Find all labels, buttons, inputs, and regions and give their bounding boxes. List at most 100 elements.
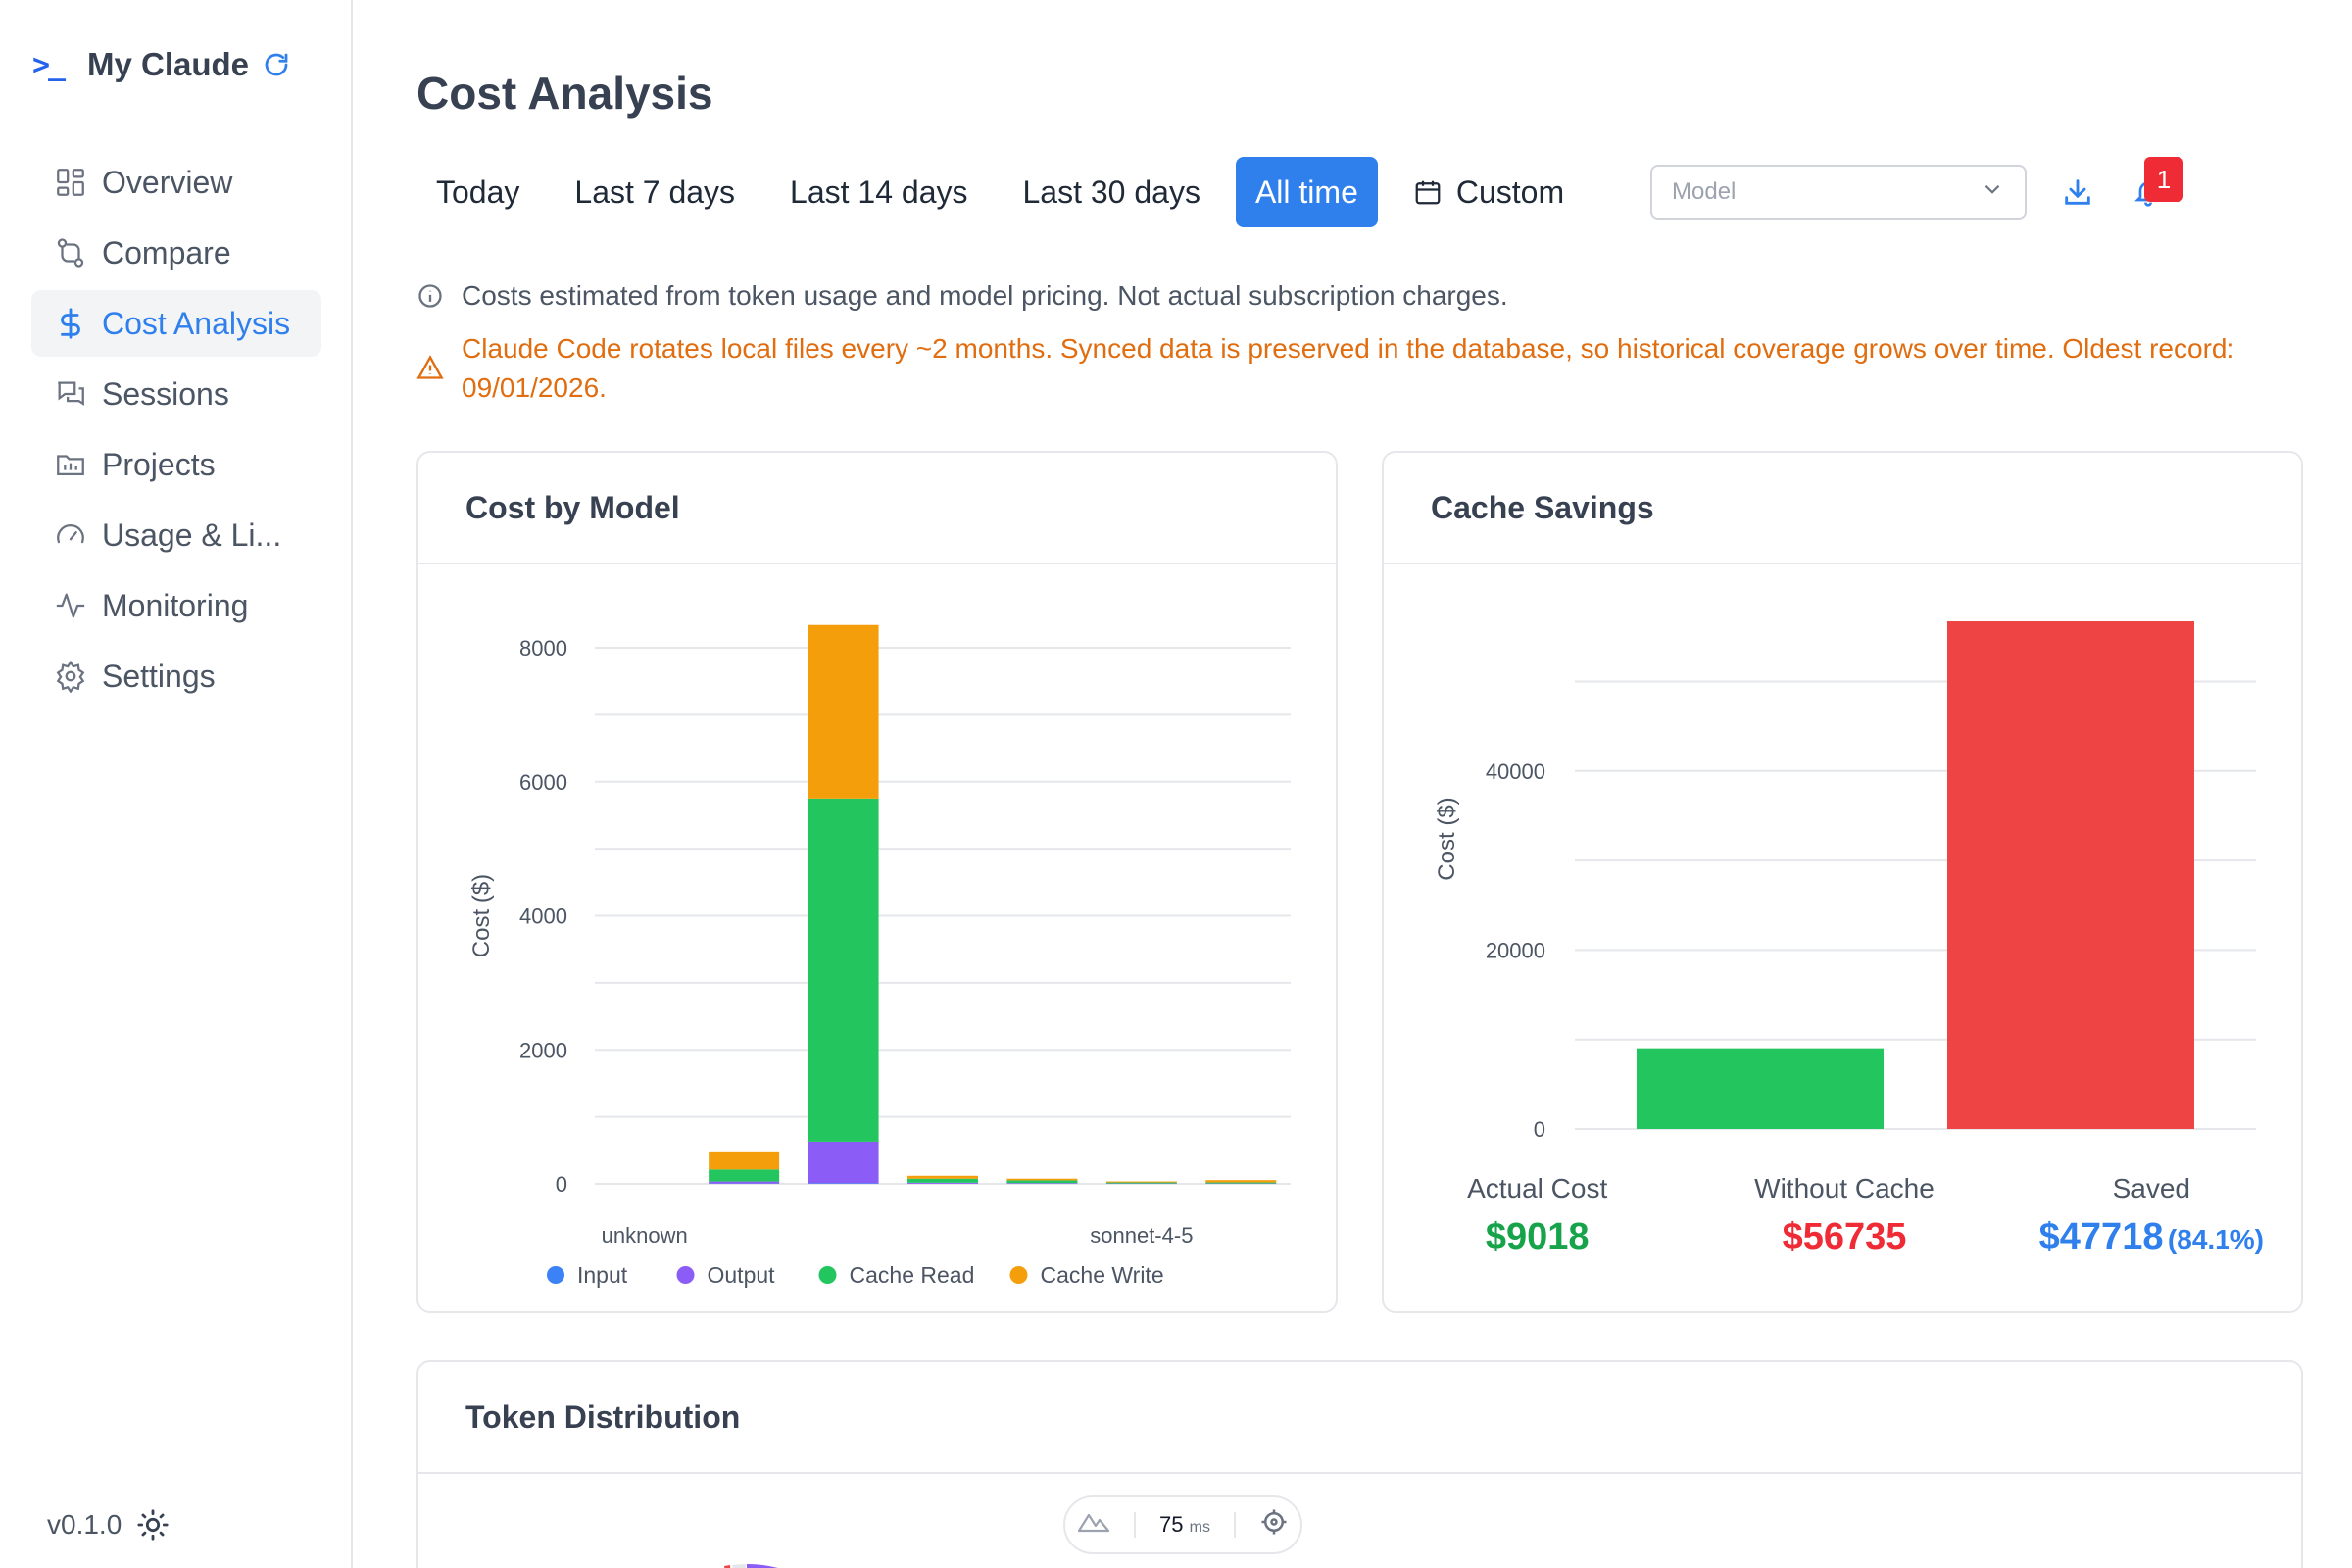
legend-marker <box>1009 1266 1028 1284</box>
warning-note: Claude Code rotates local files every ~2… <box>416 329 2259 408</box>
y-tick-label: 6000 <box>519 770 567 795</box>
custom-label: Custom <box>1455 173 1565 210</box>
sidebar-item-label: Cost Analysis <box>102 305 291 341</box>
filter-today[interactable]: Today <box>436 173 520 210</box>
y-tick-label: 2000 <box>519 1038 567 1062</box>
target-icon[interactable] <box>1259 1507 1289 1543</box>
filter-all-time[interactable]: All time <box>1235 157 1378 227</box>
perf-value: 75 <box>1159 1512 1184 1537</box>
sidebar-item-label: Monitoring <box>102 587 249 623</box>
bar-cache-read <box>1205 1182 1277 1184</box>
filter-custom[interactable]: Custom <box>1394 157 1584 227</box>
filter-last-7-days[interactable]: Last 7 days <box>574 173 736 210</box>
app-name: My Claude <box>87 46 250 82</box>
sun-icon[interactable] <box>133 1505 172 1544</box>
y-axis-label: Cost ($) <box>468 874 495 957</box>
stat-without-cache: Without Cache $56735 <box>1702 1173 1986 1258</box>
sidebar-item-label: Usage & Li... <box>102 516 282 553</box>
cache-stats: Actual Cost $9018 Without Cache $56735 S… <box>1384 1173 2301 1258</box>
separator <box>1233 1512 1236 1538</box>
sidebar-item-sessions[interactable]: Sessions <box>31 361 321 427</box>
perf-indicator[interactable]: 75 ms <box>1063 1495 1302 1554</box>
y-axis-label: Cost ($) <box>1434 797 1460 880</box>
donut-slice-other <box>732 1564 746 1568</box>
legend-marker <box>547 1266 564 1284</box>
y-tick-label: 4000 <box>519 905 567 929</box>
bar-output <box>1006 1183 1078 1184</box>
token-distribution-card: Token Distribution <box>416 1360 2303 1568</box>
bar-output <box>907 1182 978 1184</box>
legend-marker <box>818 1266 837 1284</box>
token-donut-chart <box>724 1563 778 1568</box>
bar-cache-read <box>907 1178 978 1183</box>
sidebar-item-compare[interactable]: Compare <box>31 220 321 286</box>
separator <box>1134 1512 1136 1538</box>
info-note: Costs estimated from token usage and mod… <box>416 280 1508 312</box>
sidebar: >_ My Claude Overview Compare Cost Analy… <box>0 0 353 1568</box>
sidebar-item-cost-analysis[interactable]: Cost Analysis <box>31 290 321 357</box>
sidebar-item-settings[interactable]: Settings <box>31 643 321 710</box>
grid-icon <box>51 163 90 202</box>
model-select[interactable]: Model <box>1650 165 2027 220</box>
stat-saved: Saved $47718 (84.1%) <box>2009 1173 2293 1258</box>
bar-output <box>808 1141 879 1184</box>
bar-cache-write <box>808 624 879 799</box>
legend-label: Output <box>708 1262 776 1288</box>
compare-icon <box>51 233 90 272</box>
sidebar-nav: Overview Compare Cost Analysis Sessions … <box>31 149 321 713</box>
bar-cache-write <box>907 1175 978 1179</box>
stat-label: Actual Cost <box>1467 1173 1608 1203</box>
sidebar-item-usage[interactable]: Usage & Li... <box>31 502 321 568</box>
page-title: Cost Analysis <box>416 68 713 119</box>
bar-cache-read <box>1105 1182 1177 1184</box>
y-tick-label: 20000 <box>1486 938 1545 962</box>
stat-percent: (84.1%) <box>2167 1224 2264 1254</box>
donut-slice-cache-read <box>724 1565 731 1568</box>
y-tick-label: 0 <box>556 1172 567 1197</box>
sidebar-item-projects[interactable]: Projects <box>31 431 321 498</box>
bar-cache-read <box>1006 1180 1078 1184</box>
notification-badge[interactable]: 1 <box>2144 157 2183 202</box>
x-tick-label: unknown <box>602 1223 688 1248</box>
chevron-down-icon <box>1980 176 2005 209</box>
info-icon <box>416 280 448 312</box>
info-text: Costs estimated from token usage and mod… <box>462 280 1508 311</box>
y-tick-label: 40000 <box>1486 760 1545 784</box>
card-title: Cache Savings <box>1384 453 2301 564</box>
card-title: Cost by Model <box>418 453 1336 564</box>
legend-marker <box>676 1266 695 1284</box>
refresh-icon[interactable] <box>261 49 292 80</box>
stat-actual-cost: Actual Cost $9018 <box>1396 1173 1680 1258</box>
brand[interactable]: >_ My Claude <box>32 43 292 86</box>
model-select-placeholder: Model <box>1672 178 1737 205</box>
bar-cache-write <box>1205 1180 1277 1183</box>
cost-by-model-chart: 0 2000 4000 6000 8000 Cost ($) unknown sonnet-4… <box>468 624 1291 1288</box>
perf-unit: ms <box>1189 1519 1210 1536</box>
download-icon[interactable] <box>2058 172 2097 212</box>
pulse-icon <box>51 586 90 625</box>
bar-output <box>709 1181 780 1184</box>
legend-label: Input <box>577 1262 628 1288</box>
stat-value: $56735 <box>1782 1216 1907 1257</box>
sidebar-item-label: Settings <box>102 658 216 694</box>
bar-without-cache <box>1947 621 2194 1129</box>
filter-last-14-days[interactable]: Last 14 days <box>790 173 968 210</box>
card-title: Token Distribution <box>418 1362 2301 1474</box>
sidebar-item-label: Compare <box>102 234 231 270</box>
gear-icon <box>51 657 90 696</box>
warning-icon <box>416 329 448 379</box>
bar-cache-write <box>1105 1181 1177 1183</box>
version-label: v0.1.0 <box>47 1509 122 1540</box>
gauge-icon <box>51 515 90 555</box>
chat-icon <box>51 374 90 414</box>
terminal-icon: >_ <box>32 47 66 82</box>
filter-last-30-days[interactable]: Last 30 days <box>1022 173 1200 210</box>
calendar-icon <box>1413 176 1445 208</box>
sidebar-item-monitoring[interactable]: Monitoring <box>31 572 321 639</box>
stat-value: $9018 <box>1485 1216 1590 1257</box>
y-tick-label: 8000 <box>519 636 567 661</box>
donut-slice-output <box>747 1563 778 1568</box>
sidebar-item-overview[interactable]: Overview <box>31 149 321 216</box>
perf-readout: 75 ms <box>1159 1512 1210 1538</box>
